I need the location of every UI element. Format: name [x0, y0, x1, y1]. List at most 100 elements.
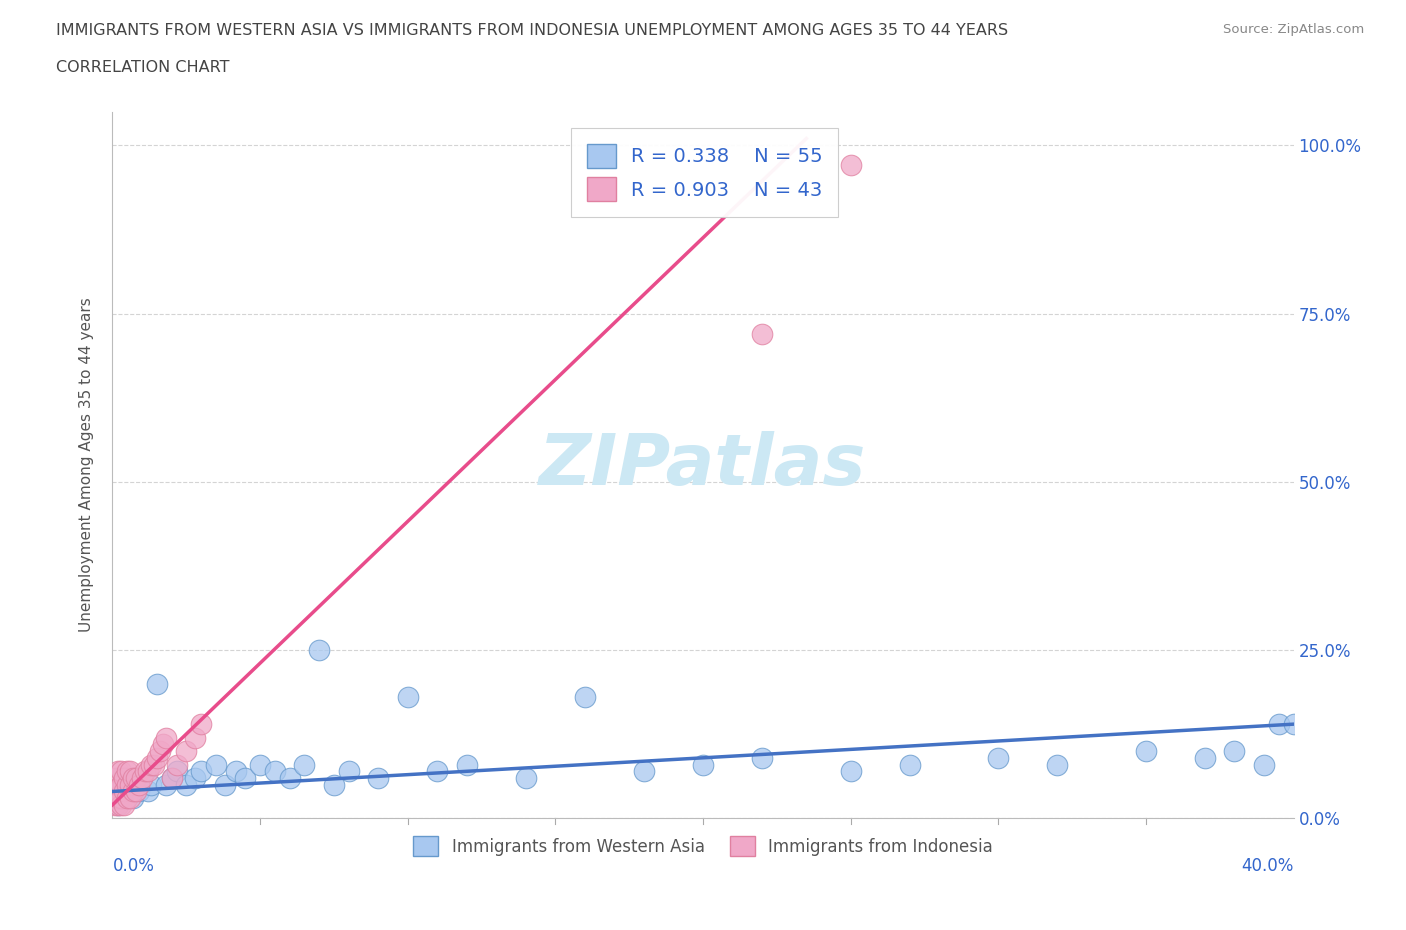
- Point: [107, 784, 129, 799]
- Point: [751, 751, 773, 765]
- Point: [110, 777, 132, 792]
- Point: [308, 643, 330, 658]
- Point: [205, 757, 228, 772]
- Text: CORRELATION CHART: CORRELATION CHART: [56, 60, 229, 75]
- Point: [1282, 717, 1305, 732]
- Point: [515, 771, 537, 786]
- Point: [184, 730, 207, 745]
- Point: [120, 764, 142, 778]
- Point: [1135, 744, 1157, 759]
- Point: [323, 777, 346, 792]
- Point: [136, 784, 159, 799]
- Point: [146, 751, 169, 765]
- Point: [134, 764, 156, 778]
- Point: [107, 798, 129, 813]
- Point: [233, 771, 256, 786]
- Point: [337, 764, 360, 778]
- Point: [107, 771, 129, 786]
- Point: [131, 771, 153, 786]
- Point: [214, 777, 236, 792]
- Point: [190, 764, 212, 778]
- Point: [426, 764, 449, 778]
- Point: [122, 790, 145, 805]
- Point: [104, 771, 127, 786]
- Point: [131, 771, 153, 786]
- Point: [155, 730, 177, 745]
- Point: [110, 790, 132, 805]
- Point: [122, 784, 145, 799]
- Point: [142, 757, 165, 772]
- Point: [107, 798, 129, 813]
- Point: [146, 676, 169, 691]
- Point: [456, 757, 478, 772]
- Point: [184, 771, 207, 786]
- Y-axis label: Unemployment Among Ages 35 to 44 years: Unemployment Among Ages 35 to 44 years: [79, 298, 94, 632]
- Point: [278, 771, 301, 786]
- Point: [139, 757, 162, 772]
- Point: [149, 744, 172, 759]
- Point: [396, 690, 419, 705]
- Point: [107, 764, 129, 778]
- Point: [174, 744, 197, 759]
- Point: [125, 771, 148, 786]
- Point: [112, 771, 135, 786]
- Point: [112, 798, 135, 813]
- Point: [112, 784, 135, 799]
- Point: [125, 784, 148, 799]
- Point: [264, 764, 287, 778]
- Point: [104, 790, 127, 805]
- Point: [110, 777, 132, 792]
- Point: [574, 690, 596, 705]
- Point: [112, 784, 135, 799]
- Point: [152, 737, 174, 751]
- Point: [987, 751, 1010, 765]
- Point: [292, 757, 315, 772]
- Point: [110, 790, 132, 805]
- Point: [117, 777, 138, 792]
- Text: ZIPatlas: ZIPatlas: [540, 431, 866, 499]
- Point: [117, 790, 138, 805]
- Text: Source: ZipAtlas.com: Source: ZipAtlas.com: [1223, 23, 1364, 36]
- Point: [155, 777, 177, 792]
- Legend: Immigrants from Western Asia, Immigrants from Indonesia: Immigrants from Western Asia, Immigrants…: [406, 830, 1000, 863]
- Point: [117, 790, 138, 805]
- Point: [139, 777, 162, 792]
- Point: [128, 784, 150, 799]
- Point: [120, 777, 142, 792]
- Text: IMMIGRANTS FROM WESTERN ASIA VS IMMIGRANTS FROM INDONESIA UNEMPLOYMENT AMONG AGE: IMMIGRANTS FROM WESTERN ASIA VS IMMIGRAN…: [56, 23, 1008, 38]
- Point: [136, 764, 159, 778]
- Point: [225, 764, 247, 778]
- Point: [1253, 757, 1275, 772]
- Point: [104, 790, 127, 805]
- Point: [839, 158, 862, 173]
- Point: [174, 777, 197, 792]
- Point: [125, 777, 148, 792]
- Point: [120, 790, 142, 805]
- Point: [839, 764, 862, 778]
- Point: [110, 764, 132, 778]
- Point: [104, 777, 127, 792]
- Point: [160, 771, 183, 786]
- Point: [190, 717, 212, 732]
- Point: [166, 764, 188, 778]
- Point: [120, 784, 142, 799]
- Point: [1194, 751, 1216, 765]
- Point: [898, 757, 921, 772]
- Point: [1268, 717, 1291, 732]
- Text: 40.0%: 40.0%: [1241, 857, 1294, 875]
- Point: [1046, 757, 1069, 772]
- Point: [367, 771, 389, 786]
- Point: [112, 771, 135, 786]
- Point: [122, 771, 145, 786]
- Point: [751, 326, 773, 341]
- Point: [117, 777, 138, 792]
- Text: 0.0%: 0.0%: [112, 857, 155, 875]
- Point: [117, 764, 138, 778]
- Point: [1223, 744, 1246, 759]
- Point: [104, 798, 127, 813]
- Point: [128, 777, 150, 792]
- Point: [692, 757, 714, 772]
- Point: [160, 771, 183, 786]
- Point: [104, 784, 127, 799]
- Point: [166, 757, 188, 772]
